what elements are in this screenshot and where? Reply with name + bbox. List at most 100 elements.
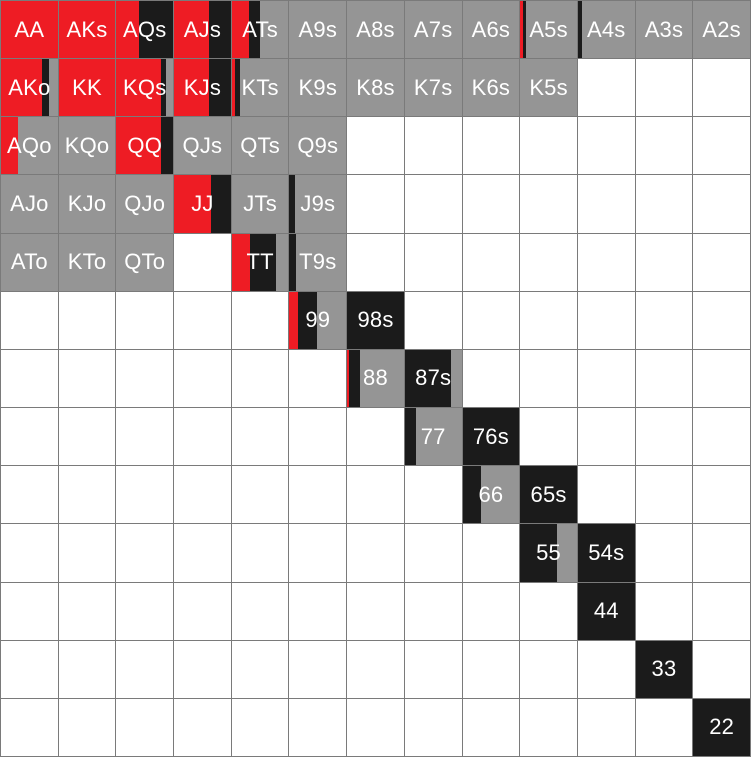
frequency-segment-fold xyxy=(231,175,289,233)
hand-label: 76s xyxy=(472,423,509,449)
empty-cell xyxy=(577,640,636,699)
hand-label: A9s xyxy=(298,16,338,42)
empty-cell xyxy=(289,466,348,525)
frequency-segment-call xyxy=(139,1,174,59)
hand-cell-jj: JJ xyxy=(174,175,232,234)
frequency-segment-fold xyxy=(166,59,174,117)
frequency-segment-call xyxy=(348,349,361,408)
hand-cell-ato: ATo xyxy=(1,233,59,292)
frequency-segment-fold xyxy=(58,233,116,291)
hand-label: QTo xyxy=(124,249,166,275)
hand-label: AKs xyxy=(66,16,108,42)
hand-cell-kto: KTo xyxy=(58,233,117,292)
empty-cell xyxy=(58,466,117,525)
hand-label: Q9s xyxy=(297,132,339,158)
empty-cell xyxy=(693,640,751,699)
empty-cell xyxy=(1,349,59,409)
hand-cell-ajo: AJo xyxy=(1,175,59,234)
empty-cell xyxy=(462,117,521,176)
empty-cell xyxy=(404,582,463,641)
hand-label: 65s xyxy=(530,481,567,507)
frequency-segment-call xyxy=(289,233,297,291)
frequency-segment-fold xyxy=(347,1,404,59)
frequency-segment-call xyxy=(209,59,231,117)
frequency-segment-raise xyxy=(1,117,18,175)
frequency-segment-call xyxy=(160,59,167,117)
empty-cell xyxy=(520,640,578,699)
empty-cell xyxy=(116,698,175,757)
frequency-segment-fold xyxy=(18,117,58,175)
empty-cell xyxy=(289,582,348,641)
empty-cell xyxy=(116,349,175,409)
empty-cell xyxy=(174,640,232,699)
hand-label: A4s xyxy=(587,16,626,42)
hand-label: JJ xyxy=(191,191,214,217)
empty-cell xyxy=(577,349,636,409)
frequency-segment-fold xyxy=(1,233,58,291)
empty-cell xyxy=(289,524,348,583)
hand-label: A7s xyxy=(413,16,453,42)
empty-cell xyxy=(635,117,694,176)
empty-cell xyxy=(404,698,463,757)
hand-cell-k6s: K6s xyxy=(462,59,521,118)
empty-cell xyxy=(462,582,521,641)
empty-cell xyxy=(693,349,751,409)
empty-cell xyxy=(347,466,405,525)
hand-label: A3s xyxy=(644,16,684,42)
empty-cell xyxy=(577,698,636,757)
empty-cell xyxy=(231,524,290,583)
hand-cell-ajs: AJs xyxy=(174,1,232,60)
hand-cell-qjo: QJo xyxy=(116,175,175,234)
empty-cell xyxy=(693,524,751,583)
frequency-segment-fold xyxy=(581,1,635,59)
hand-cell-kqo: KQo xyxy=(58,117,117,176)
frequency-segment-fold xyxy=(462,1,520,59)
hand-cell-87s: 87s xyxy=(404,349,463,409)
hand-cell-77: 77 xyxy=(404,408,463,467)
empty-cell xyxy=(1,582,59,641)
hand-cell-jts: JTs xyxy=(231,175,290,234)
empty-cell xyxy=(58,582,117,641)
empty-cell xyxy=(693,117,751,176)
empty-cell xyxy=(174,291,232,350)
empty-cell xyxy=(404,640,463,699)
hand-label: 55 xyxy=(536,539,561,565)
hand-label: J9s xyxy=(300,191,336,217)
hand-label: 98s xyxy=(357,307,394,333)
hand-cell-k9s: K9s xyxy=(289,59,348,118)
hand-cell-tt: TT xyxy=(231,233,290,292)
frequency-segment-fold xyxy=(693,1,750,59)
hand-label: QTs xyxy=(240,132,280,158)
empty-cell xyxy=(404,117,463,176)
hand-label: K8s xyxy=(356,74,395,100)
empty-cell xyxy=(289,408,348,467)
frequency-segment-fold xyxy=(520,59,577,117)
frequency-segment-call xyxy=(523,1,526,59)
hand-cell-22: 22 xyxy=(693,698,751,757)
hand-label: 66 xyxy=(478,481,504,507)
hand-label: 22 xyxy=(709,714,735,740)
frequency-segment-call xyxy=(297,291,318,349)
frequency-segment-fold xyxy=(525,1,577,59)
empty-cell xyxy=(577,175,636,234)
empty-cell xyxy=(462,640,521,699)
empty-cell xyxy=(693,466,751,525)
frequency-segment-call xyxy=(520,466,577,524)
hand-cell-qq: QQ xyxy=(116,117,175,176)
empty-cell xyxy=(404,291,463,350)
frequency-segment-raise xyxy=(58,59,116,117)
empty-cell xyxy=(116,291,175,350)
empty-cell xyxy=(289,349,348,409)
empty-cell xyxy=(58,640,117,699)
frequency-segment-raise xyxy=(231,1,249,59)
empty-cell xyxy=(174,582,232,641)
frequency-segment-fold xyxy=(347,59,404,117)
empty-cell xyxy=(577,466,636,525)
frequency-segment-raise xyxy=(174,1,210,59)
hand-cell-a2s: A2s xyxy=(693,1,751,60)
frequency-segment-fold xyxy=(289,1,347,59)
hand-cell-q9s: Q9s xyxy=(289,117,348,176)
frequency-segment-raise xyxy=(116,1,140,59)
hand-cell-88: 88 xyxy=(347,349,405,409)
